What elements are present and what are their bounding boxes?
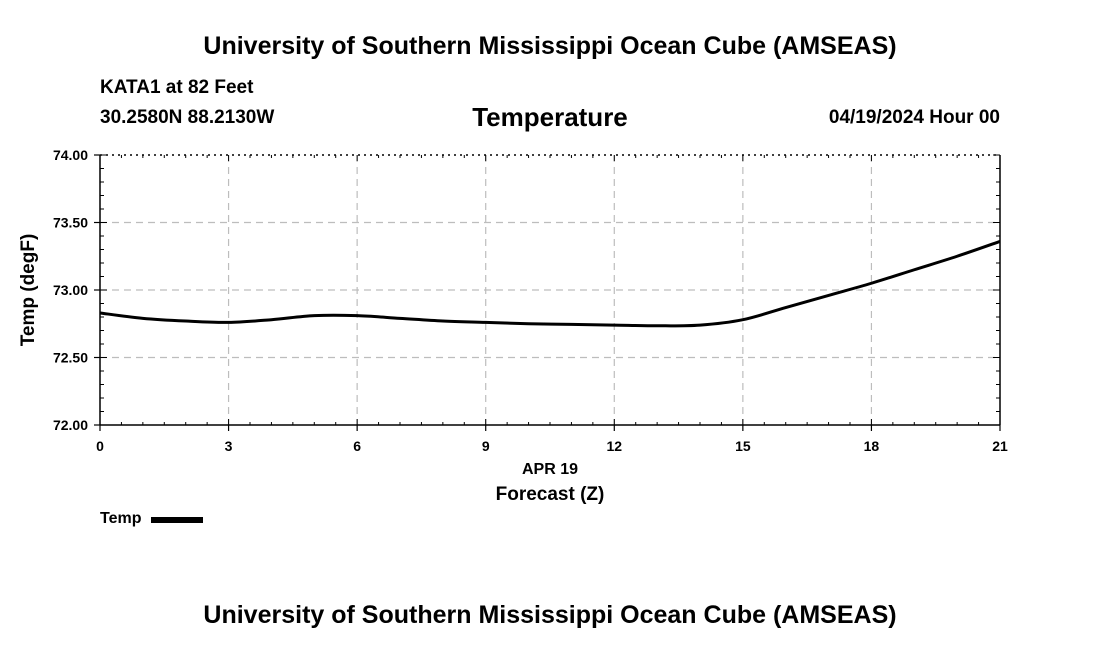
parameter-title: Temperature <box>472 102 628 132</box>
y-tick-label: 73.50 <box>53 215 88 231</box>
y-tick-label: 74.00 <box>53 147 88 163</box>
y-axis-title: Temp (degF) <box>18 234 39 347</box>
x-tick-label: 18 <box>864 438 880 454</box>
y-tick-label: 72.50 <box>53 350 88 366</box>
axis-ticks: 0 3 6 9 12 15 18 21 72.00 72.50 73.00 73.50 74.00 <box>53 147 1008 454</box>
temp-series-line <box>99 239 1001 328</box>
x-tick-label: 6 <box>353 438 361 454</box>
x-axis-date-label: APR 19 <box>522 461 578 478</box>
x-tick-label: 9 <box>482 438 490 454</box>
x-tick-label: 3 <box>225 438 233 454</box>
legend: Temp <box>100 509 204 529</box>
y-tick-label: 73.00 <box>53 282 88 298</box>
y-tick-label: 72.00 <box>53 417 88 433</box>
x-tick-label: 12 <box>606 438 622 454</box>
coordinates-label: 30.2580N 88.2130W <box>100 107 275 128</box>
x-axis-title: Forecast (Z) <box>496 484 605 505</box>
station-label: KATA1 at 82 Feet <box>100 77 254 98</box>
x-tick-label: 0 <box>96 438 104 454</box>
data-layer <box>99 239 1001 328</box>
legend-label: Temp <box>100 510 142 527</box>
x-tick-label: 15 <box>735 438 751 454</box>
grid <box>100 155 1000 425</box>
chart-title: University of Southern Mississippi Ocean… <box>203 32 897 60</box>
legend-line-swatch <box>151 517 204 523</box>
forecast-date-label: 04/19/2024 Hour 00 <box>828 107 1000 128</box>
footer-title: University of Southern Mississippi Ocean… <box>203 601 897 629</box>
x-tick-label: 21 <box>992 438 1008 454</box>
axis-labels: APR 19 Forecast (Z) Temp (degF) <box>18 234 604 505</box>
